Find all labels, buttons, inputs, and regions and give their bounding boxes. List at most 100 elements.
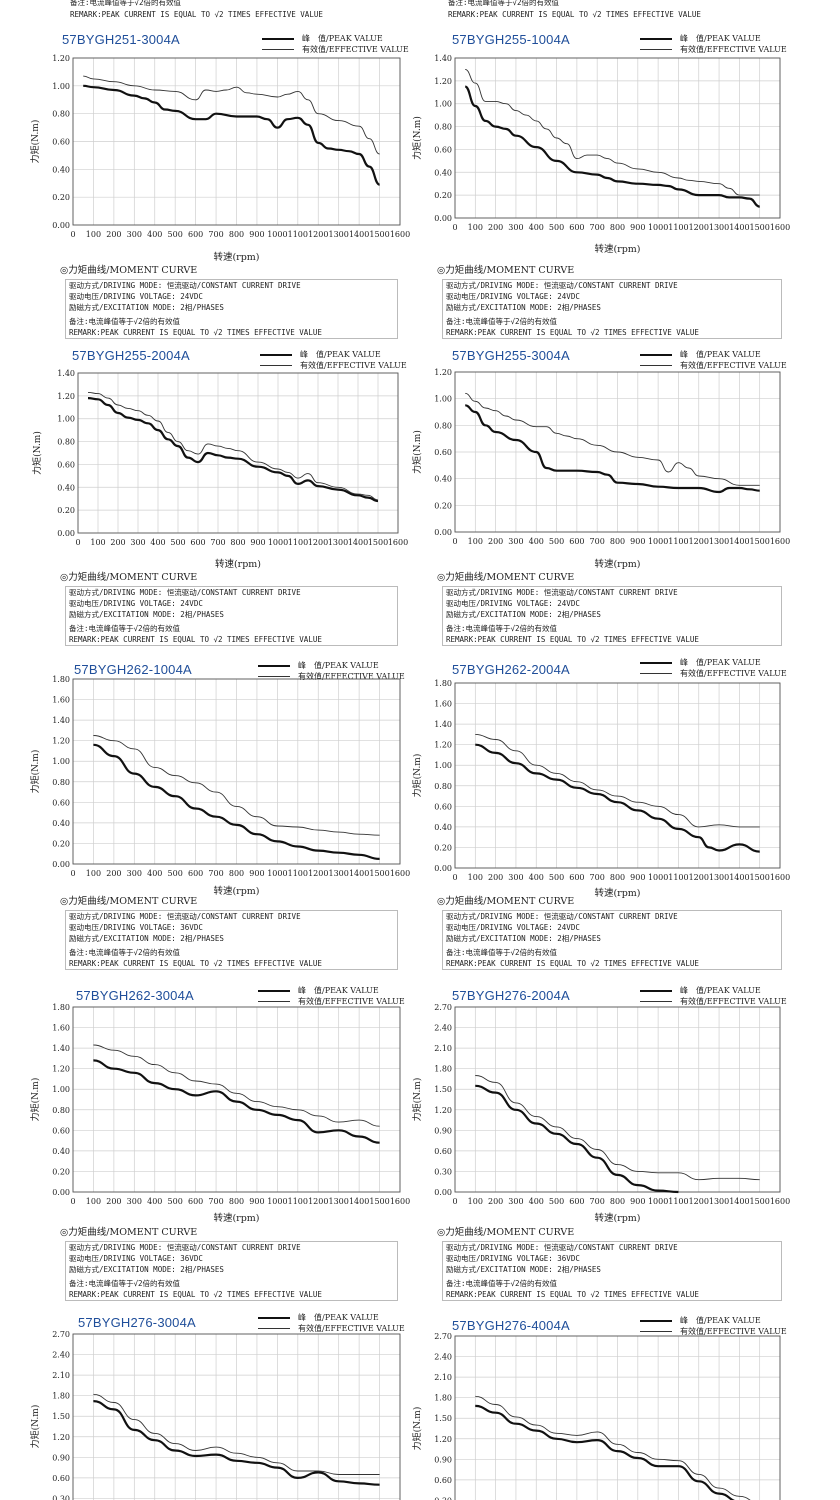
excitation-mode-text: 励磁方式/EXCITATION MODE: 2相/PHASES	[446, 1265, 601, 1274]
y-tick-label: 0.60	[434, 1476, 452, 1485]
y-tick-label: 1.60	[434, 700, 452, 709]
legend-eff-label: 有效值/EFFECTIVE VALUE	[298, 997, 405, 1006]
legend-peak-swatch	[640, 1320, 672, 1322]
x-tick-label: 1000	[648, 223, 668, 232]
y-tick-label: 0.40	[434, 168, 452, 177]
y-tick-label: 1.20	[57, 392, 75, 401]
legend-peak-swatch	[640, 662, 672, 664]
legend-peak-label: 峰 值/PEAK VALUE	[680, 1316, 761, 1325]
x-tick-label: 1300	[329, 1197, 349, 1206]
x-tick-label: 800	[610, 537, 625, 546]
driving-voltage-text: 驱动电压/DRIVING VOLTAGE: 24VDC	[446, 292, 580, 301]
excitation-mode-text: 励磁方式/EXCITATION MODE: 2相/PHASES	[69, 303, 224, 312]
x-tick-label: 600	[188, 1197, 203, 1206]
y-tick-label: 1.20	[434, 741, 452, 750]
y-tick-label: 1.00	[52, 82, 70, 91]
legend-peak-swatch	[258, 665, 290, 667]
y-tick-label: 0.80	[434, 782, 452, 791]
x-tick-label: 200	[106, 230, 121, 239]
x-tick-label: 1000	[267, 1197, 287, 1206]
x-tick-label: 1600	[770, 873, 790, 882]
x-tick-label: 800	[610, 873, 625, 882]
x-tick-label: 700	[210, 538, 225, 547]
x-tick-label: 1500	[369, 869, 389, 878]
driving-mode-text: 驱动方式/DRIVING MODE: 恒流驱动/CONSTANT CURRENT…	[446, 588, 678, 597]
excitation-mode-text: 励磁方式/EXCITATION MODE: 2相/PHASES	[69, 610, 224, 619]
x-tick-label: 600	[190, 538, 205, 547]
y-tick-label: 0.40	[434, 475, 452, 484]
remark-text: REMARK:PEAK CURRENT IS EQUAL TO √2 TIMES…	[69, 328, 322, 337]
x-tick-label: 1000	[267, 869, 287, 878]
y-tick-label: 1.80	[52, 1003, 70, 1012]
plot-frame	[72, 1333, 401, 1500]
x-axis-label: 转速(rpm)	[594, 1212, 640, 1224]
x-tick-label: 500	[170, 538, 185, 547]
x-axis-label: 转速(rpm)	[213, 251, 259, 263]
y-tick-label: 0.00	[434, 864, 452, 873]
y-tick-label: 0.60	[434, 1147, 452, 1156]
y-tick-label: 0.60	[52, 138, 70, 147]
legend-peak-swatch	[262, 38, 294, 40]
plot-frame	[72, 678, 401, 865]
x-tick-label: 1600	[770, 537, 790, 546]
y-tick-label: 0.20	[52, 193, 70, 202]
chart-title: 57BYGH262-3004A	[76, 988, 194, 1003]
legend-peak-label: 峰 值/PEAK VALUE	[298, 1313, 379, 1322]
chart-title: 57BYGH262-2004A	[452, 662, 570, 677]
remark-text: REMARK:PEAK CURRENT IS EQUAL TO √2 TIMES…	[446, 1290, 699, 1299]
remark-text: REMARK:PEAK CURRENT IS EQUAL TO √2 TIMES…	[446, 635, 699, 644]
legend-eff-swatch	[640, 673, 672, 674]
y-tick-label: 1.50	[434, 1085, 452, 1094]
y-tick-label: 0.00	[434, 528, 452, 537]
x-tick-label: 1600	[770, 223, 790, 232]
x-tick-label: 1600	[390, 1197, 410, 1206]
y-tick-label: 1.40	[52, 1044, 70, 1053]
x-tick-label: 500	[168, 1197, 183, 1206]
moment-curve-heading: ◎力矩曲线/MOMENT CURVE	[437, 572, 575, 583]
legend-eff-swatch	[640, 1331, 672, 1332]
excitation-mode-text: 励磁方式/EXCITATION MODE: 2相/PHASES	[446, 303, 601, 312]
plot-frame	[454, 371, 781, 533]
plot-frame	[72, 1006, 401, 1193]
x-tick-label: 700	[590, 873, 605, 882]
y-tick-label: 0.80	[434, 421, 452, 430]
moment-curve-heading: ◎力矩曲线/MOMENT CURVE	[437, 1227, 575, 1238]
y-tick-label: 0.00	[52, 1188, 70, 1197]
legend-peak-label: 峰 值/PEAK VALUE	[680, 350, 761, 359]
excitation-mode-text: 励磁方式/EXCITATION MODE: 2相/PHASES	[446, 610, 601, 619]
condition-box	[65, 910, 398, 970]
legend-eff-label: 有效值/EFFECTIVE VALUE	[680, 997, 787, 1006]
x-tick-label: 700	[590, 537, 605, 546]
legend-peak-label: 峰 值/PEAK VALUE	[680, 658, 761, 667]
x-tick-label: 700	[208, 1197, 223, 1206]
excitation-mode-text: 励磁方式/EXCITATION MODE: 2相/PHASES	[69, 1265, 224, 1274]
series-peak-line	[465, 404, 760, 494]
series-effective-line	[475, 1075, 760, 1181]
chart-title: 57BYGH276-3004A	[78, 1315, 196, 1330]
x-tick-label: 300	[508, 1197, 523, 1206]
legend-peak-label: 峰 值/PEAK VALUE	[302, 34, 383, 43]
x-tick-label: 1000	[648, 537, 668, 546]
series-peak-line	[93, 1400, 380, 1486]
driving-voltage-text: 驱动电压/DRIVING VOLTAGE: 36VDC	[69, 1254, 203, 1263]
y-tick-label: 0.40	[52, 165, 70, 174]
y-tick-label: 1.80	[434, 679, 452, 688]
condition-box	[442, 1241, 782, 1301]
y-tick-label: 0.60	[57, 460, 75, 469]
y-tick-label: 1.00	[434, 100, 452, 109]
x-tick-label: 400	[529, 1197, 544, 1206]
note-text: 备注:电流峰值等于√2倍的有效值	[446, 624, 558, 633]
y-axis-label: 力矩(N.m)	[411, 116, 423, 160]
y-tick-label: 1.40	[52, 716, 70, 725]
plot-frame	[454, 1335, 781, 1500]
x-tick-label: 1100	[288, 1197, 308, 1206]
x-tick-label: 1600	[390, 230, 410, 239]
excitation-mode-text: 励磁方式/EXCITATION MODE: 2相/PHASES	[69, 934, 224, 943]
y-tick-label: 0.00	[434, 1188, 452, 1197]
x-tick-label: 1100	[288, 230, 308, 239]
top-left-note: 备注:电流峰值等于√2倍的有效值	[70, 0, 182, 7]
y-tick-label: 0.40	[52, 1147, 70, 1156]
x-tick-label: 200	[488, 537, 503, 546]
series-peak-line	[475, 743, 760, 853]
y-tick-label: 0.30	[434, 1167, 452, 1176]
